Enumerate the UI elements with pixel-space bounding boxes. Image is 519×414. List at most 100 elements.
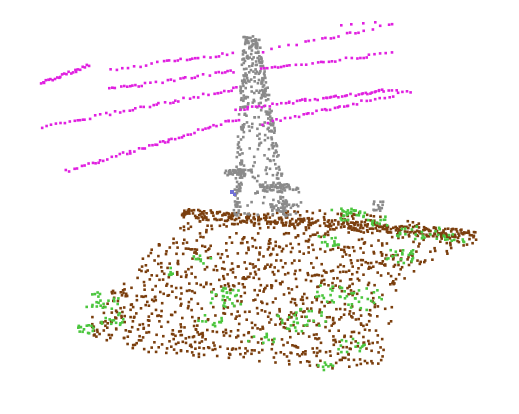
wire-point	[246, 107, 249, 111]
pylon-point	[257, 91, 261, 94]
pylon-point	[270, 117, 274, 120]
vegetation-point	[77, 326, 80, 329]
ground-point	[202, 347, 206, 350]
wire-point	[185, 58, 189, 62]
ground-point	[252, 276, 255, 280]
ground-point	[357, 317, 360, 321]
ground-point	[175, 351, 179, 355]
ground-point	[312, 266, 315, 269]
pylon-point	[276, 171, 280, 175]
ground-point	[179, 297, 182, 301]
ground-point	[191, 289, 194, 293]
pylon-point	[275, 208, 279, 212]
pylon-point	[236, 214, 239, 217]
ground-point	[212, 214, 215, 217]
vegetation-point	[213, 324, 217, 328]
ground-point	[196, 302, 200, 305]
ground-point	[298, 214, 302, 217]
ground-point	[342, 221, 345, 224]
ground-point	[161, 278, 165, 281]
ground-point	[365, 323, 369, 326]
pylon-point	[274, 162, 277, 166]
ground-point	[400, 224, 403, 228]
ground-point	[142, 295, 145, 299]
ground-point	[381, 227, 384, 231]
ground-point	[265, 284, 269, 287]
vegetation-point	[461, 238, 465, 241]
ground-point	[165, 282, 169, 286]
ground-point	[348, 365, 351, 368]
pylon-point	[263, 154, 266, 157]
pylon-point	[236, 168, 240, 171]
wire-point	[74, 70, 78, 74]
wire-point	[365, 56, 368, 59]
ground-point	[205, 282, 208, 286]
vegetation-point	[399, 258, 403, 261]
wire-point	[298, 99, 302, 102]
wire-point	[75, 167, 79, 170]
pylon-point	[282, 207, 286, 210]
ground-point	[296, 210, 300, 214]
ground-point	[155, 333, 158, 337]
ground-point	[348, 312, 351, 316]
ground-point	[347, 231, 350, 234]
ground-point	[260, 309, 264, 312]
ground-point	[329, 228, 332, 231]
ground-point	[155, 274, 159, 277]
ground-point	[242, 355, 245, 359]
ground-point	[261, 327, 265, 330]
wire-point	[193, 131, 196, 135]
pylon-point	[252, 98, 256, 102]
pylon-point	[288, 187, 292, 191]
vegetation-point	[82, 328, 86, 331]
pylon-point	[272, 188, 275, 192]
ground-point	[346, 286, 349, 290]
vegetation-point	[104, 316, 107, 320]
pylon-point	[260, 93, 264, 97]
ground-point	[172, 333, 175, 336]
wire-point	[83, 66, 87, 69]
ground-point	[245, 221, 249, 224]
ground-point	[425, 227, 429, 231]
wire-point	[182, 76, 185, 80]
ground-point	[361, 226, 365, 230]
vegetation-point	[384, 215, 387, 218]
ground-point	[348, 225, 351, 228]
pylon-point	[254, 68, 257, 71]
ground-point	[368, 265, 371, 269]
ground-point	[136, 276, 139, 280]
ground-point	[150, 274, 153, 277]
ground-point	[123, 320, 126, 324]
ground-point	[222, 307, 226, 310]
ground-point	[333, 228, 336, 231]
wire-point	[173, 137, 177, 141]
pylon-point	[272, 121, 275, 125]
ground-point	[106, 322, 109, 325]
ground-point	[210, 224, 213, 228]
wire-point	[139, 105, 142, 109]
wire-point	[169, 101, 172, 105]
ground-point	[215, 354, 219, 358]
pylon-point	[241, 82, 245, 85]
ground-point	[176, 262, 180, 266]
ground-point	[261, 348, 264, 352]
wire-point	[217, 70, 220, 74]
ground-point	[186, 306, 190, 310]
pylon-point	[295, 186, 299, 190]
ground-point	[174, 296, 178, 299]
wire-point	[111, 86, 114, 89]
vegetation-point	[110, 307, 114, 310]
ground-point	[235, 315, 238, 318]
vegetation-point	[92, 326, 95, 330]
ground-point	[257, 268, 261, 271]
ground-point	[440, 237, 443, 240]
ground-point	[347, 269, 351, 272]
ground-point	[367, 313, 371, 316]
ground-point	[389, 320, 393, 323]
ground-point	[376, 305, 380, 308]
ground-point	[200, 307, 204, 310]
ground-point	[355, 292, 359, 296]
ground-point	[205, 230, 208, 234]
